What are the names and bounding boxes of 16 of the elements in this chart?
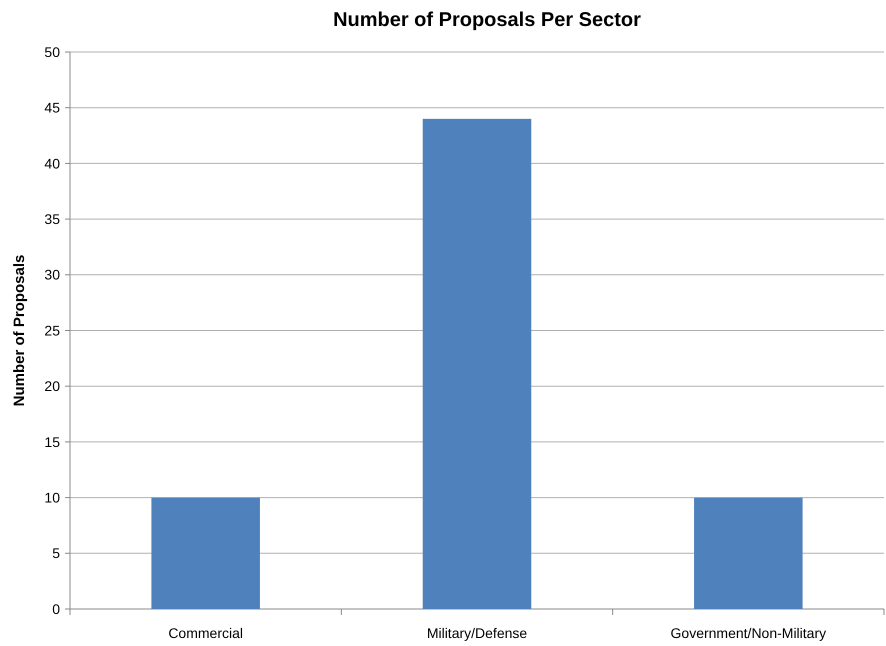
y-tick-label: 50	[44, 44, 60, 60]
chart-title: Number of Proposals Per Sector	[333, 9, 642, 31]
y-tick-label: 25	[44, 322, 60, 338]
y-tick-label: 45	[44, 100, 60, 116]
x-tick-label: Commercial	[168, 625, 244, 641]
y-tick-label: 0	[52, 600, 60, 617]
y-tick-label: 10	[44, 490, 60, 506]
y-tick-label: 20	[44, 378, 60, 394]
x-tick-label: Government/Non-Military	[670, 625, 826, 641]
y-tick-label: 15	[44, 434, 60, 450]
y-tick-label: 40	[44, 155, 60, 172]
y-tick-label: 30	[44, 266, 60, 283]
y-tick-label: 35	[44, 211, 60, 227]
x-tick-label: Military/Defense	[426, 625, 528, 641]
y-tick-label: 5	[52, 545, 60, 562]
y-axis-title: Number of Proposals	[11, 254, 28, 406]
